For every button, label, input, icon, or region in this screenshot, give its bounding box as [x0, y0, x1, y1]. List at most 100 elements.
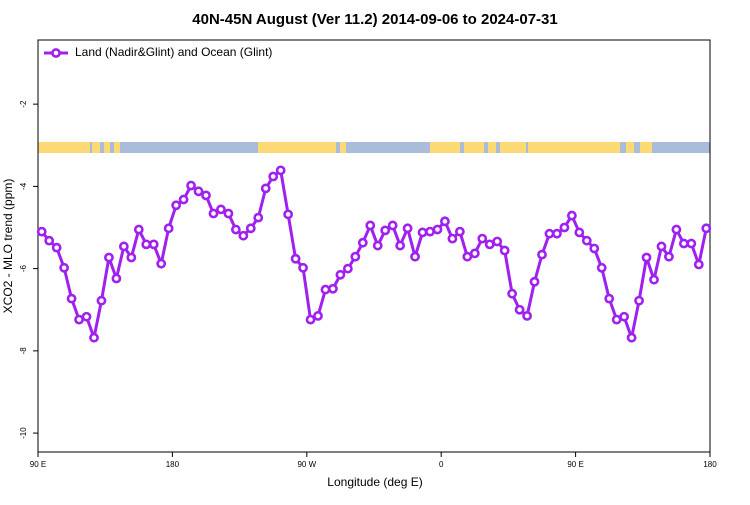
data-point	[566, 210, 577, 221]
y-tick-label: -6	[19, 265, 28, 273]
data-point	[357, 237, 368, 248]
data-point	[440, 216, 450, 227]
data-point	[298, 262, 308, 273]
data-point	[634, 295, 644, 306]
land-ocean-strip	[38, 142, 710, 153]
data-point	[253, 212, 264, 223]
data-point	[507, 288, 518, 299]
data-point	[223, 208, 234, 219]
data-point	[656, 241, 667, 252]
data-point	[529, 276, 540, 287]
data-point	[126, 252, 137, 263]
data-point	[342, 263, 353, 274]
data-point	[59, 262, 70, 273]
data-point	[596, 262, 607, 273]
data-point	[589, 243, 600, 254]
data-point	[36, 226, 47, 237]
data-point	[537, 249, 547, 260]
data-point	[649, 274, 659, 285]
data-point	[275, 165, 286, 176]
data-point	[678, 238, 689, 249]
data-point	[410, 251, 420, 262]
data-point	[216, 204, 226, 215]
data-point	[290, 253, 301, 264]
data-point	[320, 284, 331, 295]
data-point	[484, 239, 495, 250]
y-tick-label: -2	[19, 100, 28, 108]
y-tick-label: -4	[19, 182, 28, 190]
data-point	[365, 220, 376, 231]
data-point	[141, 239, 152, 250]
y-tick-label: -10	[19, 427, 28, 439]
data-point	[671, 224, 682, 235]
legend-marker	[51, 48, 61, 58]
data-point	[118, 241, 129, 252]
legend-label: Land (Nadir&Glint) and Ocean (Glint)	[75, 45, 272, 59]
data-point	[328, 283, 338, 294]
data-point	[626, 332, 637, 343]
data-point	[89, 332, 99, 343]
data-point	[395, 240, 406, 251]
x-tick-label: 90 E	[567, 460, 583, 469]
data-point	[686, 238, 697, 249]
chart-title: 40N-45N August (Ver 11.2) 2014-09-06 to …	[192, 11, 557, 28]
data-point	[193, 186, 204, 197]
data-point	[372, 240, 383, 251]
data-point	[462, 251, 473, 262]
data-point	[559, 222, 570, 233]
data-point	[574, 227, 585, 238]
data-point	[514, 304, 525, 315]
data-point	[544, 228, 555, 239]
data-point	[208, 208, 219, 219]
data-point	[611, 314, 622, 325]
data-point	[499, 245, 510, 256]
data-point	[186, 180, 196, 191]
y-axis-label: XCO2 - MLO trend (ppm)	[1, 179, 15, 314]
data-point	[417, 227, 428, 238]
data-point	[387, 220, 398, 231]
data-point	[477, 233, 488, 244]
data-point	[74, 314, 84, 325]
data-point	[447, 233, 458, 244]
data-point	[156, 258, 167, 269]
x-tick-label: 90 W	[297, 460, 316, 469]
data-point	[51, 242, 62, 253]
plot-frame	[37, 39, 711, 453]
data-point	[492, 236, 503, 247]
data-point	[432, 224, 443, 235]
data-point	[425, 226, 435, 237]
x-tick-label: 180	[166, 460, 180, 469]
data-point	[96, 295, 107, 306]
data-point	[104, 252, 114, 263]
data-point	[641, 252, 652, 263]
data-point	[335, 269, 346, 280]
data-point	[44, 235, 55, 246]
data-point	[693, 259, 704, 270]
x-axis-label: Longitude (deg E)	[327, 475, 422, 489]
x-tick-label: 180	[703, 460, 717, 469]
data-point	[66, 293, 77, 304]
data-point	[581, 235, 592, 246]
data-point	[268, 171, 279, 182]
data-point	[522, 311, 532, 321]
data-point	[283, 209, 294, 220]
data-point	[148, 239, 159, 250]
data-point	[230, 224, 241, 235]
data-point	[454, 226, 465, 237]
data-point	[171, 200, 182, 211]
data-point	[178, 194, 189, 205]
data-point	[469, 248, 480, 259]
data-point	[260, 183, 271, 194]
data-point	[238, 230, 249, 241]
data-point	[380, 225, 391, 236]
data-point	[701, 223, 712, 234]
data-point	[664, 251, 674, 262]
data-point	[604, 293, 615, 304]
data-point	[350, 251, 361, 262]
data-point	[245, 223, 256, 234]
data-point	[619, 311, 630, 322]
data-point	[81, 311, 92, 322]
data-point	[305, 314, 316, 325]
